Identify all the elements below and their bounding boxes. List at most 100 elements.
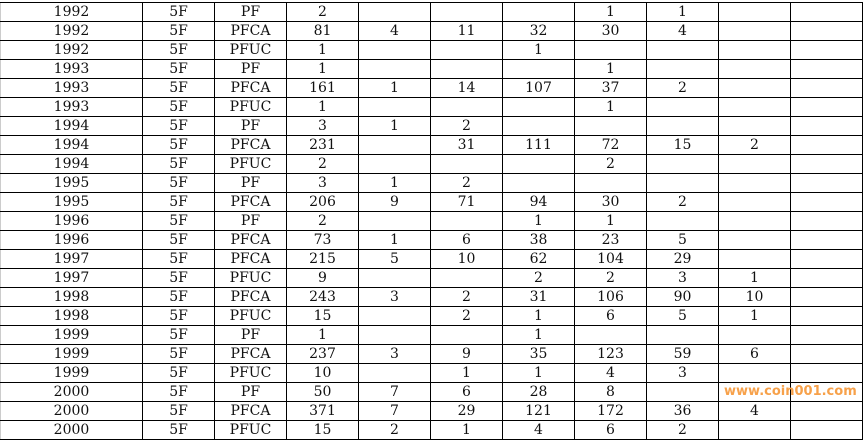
value-cell[interactable]: 3 bbox=[358, 287, 431, 307]
value-cell[interactable]: 172 bbox=[574, 401, 647, 421]
value-cell[interactable]: 23 bbox=[574, 230, 647, 250]
year-cell[interactable]: 1996 bbox=[0, 230, 143, 250]
value-cell[interactable] bbox=[790, 97, 863, 117]
group-cell[interactable]: 5F bbox=[142, 344, 215, 364]
group-cell[interactable]: 5F bbox=[142, 135, 215, 155]
type-cell[interactable]: PFCA bbox=[214, 230, 287, 250]
value-cell[interactable] bbox=[790, 154, 863, 174]
value-cell[interactable] bbox=[718, 420, 791, 440]
value-cell[interactable]: 38 bbox=[502, 230, 575, 250]
year-cell[interactable]: 1994 bbox=[0, 154, 143, 174]
group-cell[interactable]: 5F bbox=[142, 154, 215, 174]
value-cell[interactable]: 2 bbox=[358, 420, 431, 440]
group-cell[interactable]: 5F bbox=[142, 363, 215, 383]
value-cell[interactable] bbox=[358, 154, 431, 174]
value-cell[interactable]: 15 bbox=[286, 306, 359, 326]
value-cell[interactable] bbox=[718, 154, 791, 174]
value-cell[interactable] bbox=[790, 135, 863, 155]
group-cell[interactable]: 5F bbox=[142, 306, 215, 326]
value-cell[interactable]: 5 bbox=[646, 230, 719, 250]
group-cell[interactable]: 5F bbox=[142, 230, 215, 250]
group-cell[interactable]: 5F bbox=[142, 287, 215, 307]
year-cell[interactable]: 1995 bbox=[0, 192, 143, 212]
value-cell[interactable]: 6 bbox=[430, 382, 503, 402]
value-cell[interactable]: 6 bbox=[430, 230, 503, 250]
value-cell[interactable]: 111 bbox=[502, 135, 575, 155]
year-cell[interactable]: 1998 bbox=[0, 287, 143, 307]
value-cell[interactable] bbox=[790, 211, 863, 231]
value-cell[interactable]: 14 bbox=[430, 78, 503, 98]
group-cell[interactable]: 5F bbox=[142, 59, 215, 79]
value-cell[interactable] bbox=[574, 325, 647, 345]
value-cell[interactable]: 90 bbox=[646, 287, 719, 307]
type-cell[interactable]: PF bbox=[214, 211, 287, 231]
group-cell[interactable]: 5F bbox=[142, 401, 215, 421]
value-cell[interactable] bbox=[646, 59, 719, 79]
type-cell[interactable]: PF bbox=[214, 116, 287, 136]
value-cell[interactable]: 1 bbox=[502, 40, 575, 60]
value-cell[interactable]: 32 bbox=[502, 21, 575, 41]
year-cell[interactable]: 1997 bbox=[0, 268, 143, 288]
value-cell[interactable] bbox=[502, 2, 575, 22]
value-cell[interactable]: 3 bbox=[358, 344, 431, 364]
value-cell[interactable]: 9 bbox=[430, 344, 503, 364]
value-cell[interactable] bbox=[574, 173, 647, 193]
group-cell[interactable]: 5F bbox=[142, 173, 215, 193]
type-cell[interactable]: PFCA bbox=[214, 344, 287, 364]
value-cell[interactable] bbox=[718, 2, 791, 22]
group-cell[interactable]: 5F bbox=[142, 249, 215, 269]
year-cell[interactable]: 1992 bbox=[0, 21, 143, 41]
value-cell[interactable]: 11 bbox=[430, 21, 503, 41]
type-cell[interactable]: PFUC bbox=[214, 154, 287, 174]
type-cell[interactable]: PFUC bbox=[214, 97, 287, 117]
value-cell[interactable]: 2 bbox=[430, 287, 503, 307]
value-cell[interactable]: 9 bbox=[358, 192, 431, 212]
value-cell[interactable]: 3 bbox=[646, 268, 719, 288]
value-cell[interactable]: 10 bbox=[430, 249, 503, 269]
group-cell[interactable]: 5F bbox=[142, 116, 215, 136]
value-cell[interactable] bbox=[790, 401, 863, 421]
value-cell[interactable] bbox=[790, 249, 863, 269]
value-cell[interactable]: 10 bbox=[718, 287, 791, 307]
value-cell[interactable] bbox=[646, 173, 719, 193]
year-cell[interactable]: 1998 bbox=[0, 306, 143, 326]
value-cell[interactable] bbox=[502, 116, 575, 136]
value-cell[interactable]: 107 bbox=[502, 78, 575, 98]
value-cell[interactable] bbox=[430, 154, 503, 174]
year-cell[interactable]: 1994 bbox=[0, 135, 143, 155]
value-cell[interactable] bbox=[502, 173, 575, 193]
value-cell[interactable]: 6 bbox=[574, 306, 647, 326]
value-cell[interactable] bbox=[790, 306, 863, 326]
value-cell[interactable]: 4 bbox=[574, 363, 647, 383]
value-cell[interactable] bbox=[646, 325, 719, 345]
value-cell[interactable]: 1 bbox=[286, 40, 359, 60]
year-cell[interactable]: 1999 bbox=[0, 344, 143, 364]
value-cell[interactable]: 6 bbox=[574, 420, 647, 440]
value-cell[interactable] bbox=[790, 363, 863, 383]
year-cell[interactable]: 1992 bbox=[0, 40, 143, 60]
value-cell[interactable]: 3 bbox=[646, 363, 719, 383]
value-cell[interactable] bbox=[790, 287, 863, 307]
value-cell[interactable]: 8 bbox=[574, 382, 647, 402]
value-cell[interactable]: 215 bbox=[286, 249, 359, 269]
value-cell[interactable]: 73 bbox=[286, 230, 359, 250]
value-cell[interactable]: 1 bbox=[574, 2, 647, 22]
value-cell[interactable]: 2 bbox=[430, 116, 503, 136]
value-cell[interactable] bbox=[430, 2, 503, 22]
value-cell[interactable] bbox=[790, 420, 863, 440]
type-cell[interactable]: PFCA bbox=[214, 78, 287, 98]
type-cell[interactable]: PFUC bbox=[214, 363, 287, 383]
value-cell[interactable]: 2 bbox=[646, 78, 719, 98]
value-cell[interactable] bbox=[358, 2, 431, 22]
value-cell[interactable] bbox=[790, 173, 863, 193]
value-cell[interactable]: 4 bbox=[358, 21, 431, 41]
value-cell[interactable]: 62 bbox=[502, 249, 575, 269]
value-cell[interactable]: 7 bbox=[358, 401, 431, 421]
type-cell[interactable]: PF bbox=[214, 2, 287, 22]
value-cell[interactable] bbox=[430, 211, 503, 231]
type-cell[interactable]: PFCA bbox=[214, 135, 287, 155]
value-cell[interactable]: 1 bbox=[502, 363, 575, 383]
value-cell[interactable] bbox=[790, 78, 863, 98]
value-cell[interactable] bbox=[358, 211, 431, 231]
value-cell[interactable]: 1 bbox=[358, 230, 431, 250]
